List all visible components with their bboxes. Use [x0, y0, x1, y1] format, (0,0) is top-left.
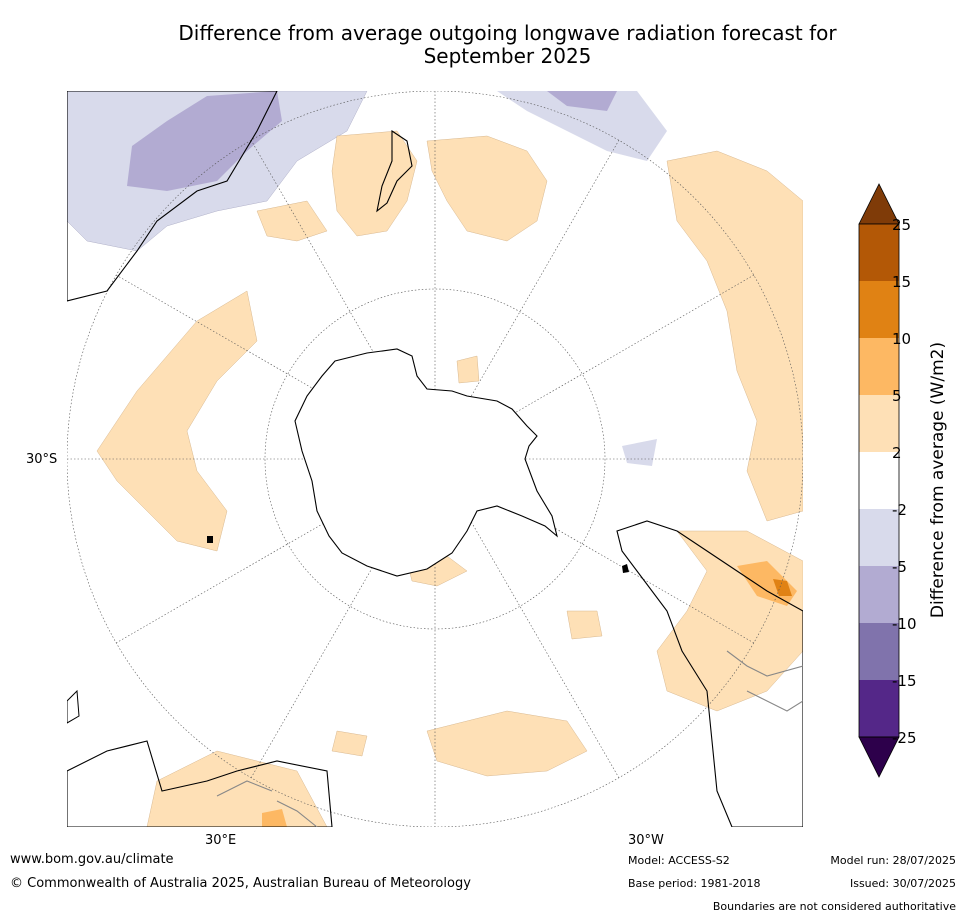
disclaimer-text: Boundaries are not considered authoritat… [712, 900, 956, 913]
africa-coastline [67, 740, 333, 827]
australia-coastline [67, 91, 278, 302]
strong-positive-anomaly [773, 579, 792, 596]
africa-borders [216, 780, 318, 827]
negative-anomaly-core [547, 91, 617, 111]
south-america-coastline [616, 520, 803, 827]
antarctica-coastline [294, 348, 558, 577]
colorbar-tick: -2 [892, 501, 907, 519]
colorbar-bin-neutral [859, 452, 899, 509]
model-run-text: Model run: 28/07/2025 [830, 854, 956, 867]
island [207, 536, 213, 543]
chart-title: Difference from average outgoing longwav… [60, 22, 955, 68]
colorbar-tick: 15 [892, 273, 911, 291]
colorbar-bin-5-10 [859, 338, 899, 395]
island [622, 564, 629, 573]
new-zealand-coastline [376, 129, 413, 213]
colorbar-bin-2-5 [859, 395, 899, 452]
polar-map [67, 91, 803, 827]
website-link[interactable]: www.bom.gov.au/climate [10, 852, 174, 867]
colorbar-tick: 10 [892, 330, 911, 348]
positive-anomaly-areas [96, 130, 803, 827]
colorbar-bin-m15-m25 [859, 680, 899, 737]
colorbar-bin-15-25 [859, 224, 899, 281]
issued-text: Issued: 30/07/2025 [849, 877, 956, 890]
colorbar-tick: -5 [892, 558, 907, 576]
colorbar-bin-m10-m15 [859, 623, 899, 680]
colorbar-tick: 2 [892, 444, 902, 462]
lat-label-30s: 30°S [26, 452, 58, 467]
lon-label-30e: 30°E [205, 833, 237, 848]
colorbar-tick: -25 [892, 729, 917, 747]
colorbar-tick: -10 [892, 615, 917, 633]
colorbar: 25 15 10 5 2 -2 -5 -10 -15 -25 Differenc… [858, 183, 948, 778]
colorbar-tick: 5 [892, 387, 902, 405]
colorbar-label: Difference from average (W/m2) [928, 342, 948, 618]
colorbar-bin-m2-m5 [859, 509, 899, 566]
base-period-text: Base period: 1981-2018 [628, 877, 761, 890]
south-america-borders [726, 650, 803, 712]
copyright-text: © Commonwealth of Australia 2025, Austra… [10, 876, 471, 891]
negative-anomaly-core [127, 91, 282, 191]
model-text: Model: ACCESS-S2 [628, 854, 730, 867]
title-line-1: Difference from average outgoing longwav… [178, 21, 837, 45]
lon-label-30w: 30°W [628, 833, 664, 848]
title-line-2: September 2025 [423, 44, 592, 68]
colorbar-bin-10-15 [859, 281, 899, 338]
colorbar-tick: 25 [892, 216, 911, 234]
colorbar-bin-m5-m10 [859, 566, 899, 623]
madagascar-coastline [67, 689, 80, 724]
colorbar-tick: -15 [892, 672, 917, 690]
